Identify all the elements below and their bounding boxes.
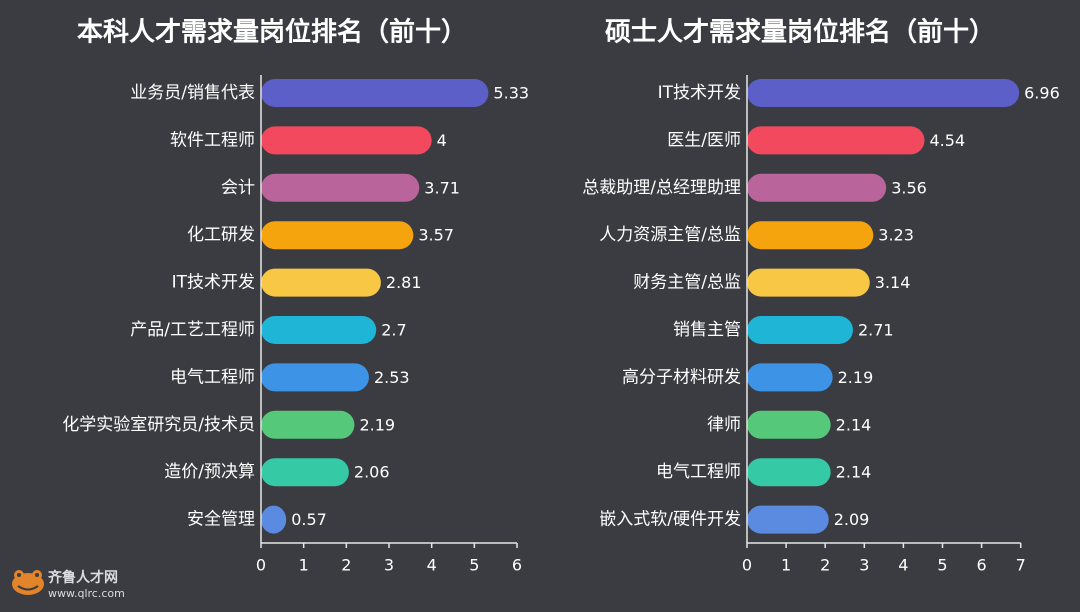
ug-bar [261, 173, 420, 202]
ms-tick-label: 6 [977, 556, 987, 575]
ug-category-label: 业务员/销售代表 [130, 83, 255, 103]
ug-value-label: 2.81 [386, 273, 422, 292]
ug-tick-label: 5 [469, 556, 479, 575]
ug-value-label: 2.7 [381, 321, 406, 340]
ms-value-label: 4.54 [930, 131, 966, 150]
ms-value-label: 2.09 [834, 510, 870, 529]
ug-value-label: 4 [437, 131, 447, 150]
ms-category-label: 高分子材料研发 [622, 367, 741, 387]
ug-category-label: 软件工程师 [170, 130, 255, 150]
ms-tick-label: 2 [820, 556, 830, 575]
watermark-name: 齐鲁人才网 [48, 569, 118, 586]
ms-category-label: 总裁助理/总经理助理 [582, 178, 741, 198]
ms-value-label: 2.71 [858, 321, 894, 340]
ug-value-label: 2.06 [354, 463, 390, 482]
ug-category-label: 电气工程师 [170, 367, 255, 387]
ug-bar [261, 79, 489, 107]
ug-bar [261, 363, 369, 392]
ug-category-label: 化学实验室研究员/技术员 [62, 415, 255, 435]
ms-tick-label: 5 [937, 556, 947, 575]
ug-value-label: 2.53 [374, 368, 410, 387]
ug-bar [261, 410, 355, 439]
master-chart: 硕士人才需求量岗位排名（前十） IT技术开发 6.96 医生/医师 4.54 总裁助理/总… [582, 17, 1059, 575]
ms-bar [747, 221, 874, 250]
ms-category-label: 电气工程师 [656, 462, 741, 482]
ms-bar [747, 363, 833, 392]
ms-bar [747, 79, 1020, 107]
ms-category-label: 医生/医师 [667, 130, 741, 150]
ms-value-label: 3.56 [891, 178, 927, 197]
ms-bar [747, 410, 831, 439]
ms-value-label: 2.14 [836, 463, 872, 482]
ug-value-label: 3.71 [424, 178, 460, 197]
frog-logo-icon [12, 570, 44, 595]
watermark: 齐鲁人才网 www.qlrc.com [12, 569, 125, 600]
ms-value-label: 2.19 [838, 368, 874, 387]
ug-value-label: 0.57 [291, 510, 327, 529]
ug-tick-label: 0 [256, 556, 266, 575]
watermark-url: www.qlrc.com [48, 587, 125, 600]
ms-chart-title: 硕士人才需求量岗位排名（前十） [605, 17, 995, 48]
ug-bar [261, 221, 414, 250]
ug-bar [261, 316, 377, 344]
ms-bar [747, 126, 925, 155]
ug-tick-label: 2 [341, 556, 351, 575]
ms-value-label: 3.14 [875, 273, 911, 292]
ug-chart-title: 本科人才需求量岗位排名（前十） [77, 17, 467, 48]
ms-value-label: 6.96 [1024, 84, 1060, 103]
undergraduate-chart: 本科人才需求量岗位排名（前十） 业务员/销售代表 5.33 软件工程师 4 会计 3.71 化… [62, 17, 529, 575]
ms-tick-label: 3 [859, 556, 869, 575]
ms-bar [747, 458, 831, 487]
ug-category-label: 造价/预决算 [164, 462, 255, 482]
ms-value-label: 3.23 [878, 226, 914, 245]
ms-bar [747, 316, 853, 344]
ug-tick-label: 4 [427, 556, 437, 575]
ms-category-label: 销售主管 [673, 320, 741, 340]
ms-category-label: 嵌入式软/硬件开发 [599, 510, 741, 530]
ms-tick-label: 7 [1016, 556, 1026, 575]
ug-category-label: 安全管理 [187, 510, 255, 530]
ug-value-label: 2.19 [359, 415, 395, 434]
ug-bar [261, 505, 287, 534]
ug-tick-label: 3 [384, 556, 394, 575]
ug-category-label: 产品/工艺工程师 [130, 320, 255, 340]
ms-bar [747, 268, 870, 297]
ug-bar [261, 126, 432, 155]
ug-category-label: IT技术开发 [172, 273, 255, 293]
ug-tick-label: 1 [299, 556, 309, 575]
ms-category-label: 律师 [707, 415, 741, 435]
ms-tick-label: 4 [898, 556, 908, 575]
ms-bar [747, 173, 887, 202]
ug-bar [261, 268, 381, 297]
ug-value-label: 5.33 [493, 84, 529, 103]
ug-value-label: 3.57 [418, 226, 454, 245]
ug-category-label: 会计 [221, 178, 255, 198]
ms-tick-label: 0 [742, 556, 752, 575]
ug-category-label: 化工研发 [187, 225, 255, 245]
ms-value-label: 2.14 [836, 415, 872, 434]
ug-tick-label: 6 [512, 556, 522, 575]
ms-category-label: 人力资源主管/总监 [599, 225, 741, 245]
ms-category-label: IT技术开发 [658, 83, 741, 103]
ms-bar [747, 505, 829, 534]
ug-bar [261, 458, 349, 487]
ms-tick-label: 1 [781, 556, 791, 575]
ms-category-label: 财务主管/总监 [633, 273, 741, 293]
